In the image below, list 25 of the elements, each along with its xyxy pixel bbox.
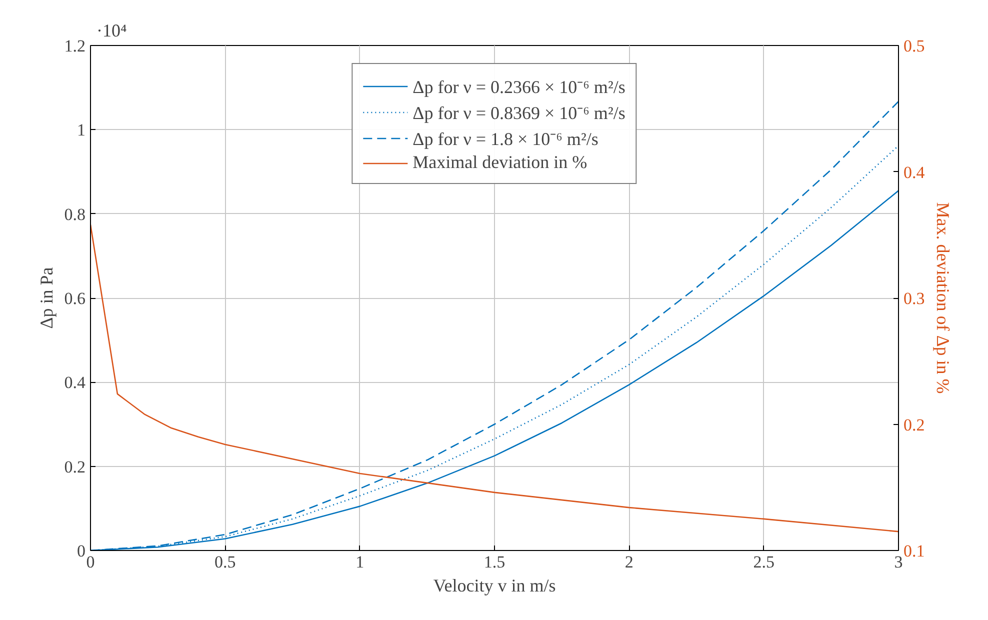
y-tick-label: 1.2 (64, 36, 86, 56)
y2-tick-label: 0.1 (904, 542, 925, 560)
y-tick-label: 0.4 (64, 373, 86, 392)
y-tick-label: 1 (77, 120, 86, 140)
text: ·10⁴ (96, 20, 127, 40)
x-tick-label: 1 (356, 552, 364, 572)
y2-tick-label: 0.3 (904, 289, 925, 308)
legend-label: Δp for ν = 0.8369 × 10⁻⁶ m²/s (412, 102, 626, 124)
x-tick-label: 1.5 (484, 552, 506, 572)
x-axis-title: Velocity v in m/s (433, 576, 556, 596)
y-tick-label: 0.8 (64, 204, 86, 224)
y2-axis-title: Max. deviation of Δp in % (932, 202, 953, 394)
x-tick-label: 2 (624, 552, 634, 572)
x-tick-label: 2.5 (753, 552, 774, 572)
x-tick-label: 3 (894, 552, 903, 572)
y-tick-label: 0.6 (64, 289, 86, 308)
y-axis-title: Δp in Pa (36, 267, 56, 329)
legend-label: Δp for ν = 0.2366 × 10⁻⁶ m²/s (412, 76, 626, 98)
y2-tick-label: 0.2 (904, 415, 925, 434)
y2-tick-label: 0.4 (904, 162, 926, 182)
y2-tick-label: 0.5 (904, 36, 925, 56)
y-tick-label: 0.2 (64, 457, 86, 476)
legend-label: Δp for ν = 1.8 × 10⁻⁶ m²/s (412, 128, 598, 150)
legend-label: Maximal deviation in % (412, 152, 588, 173)
x-tick-label: 0.5 (214, 552, 236, 572)
